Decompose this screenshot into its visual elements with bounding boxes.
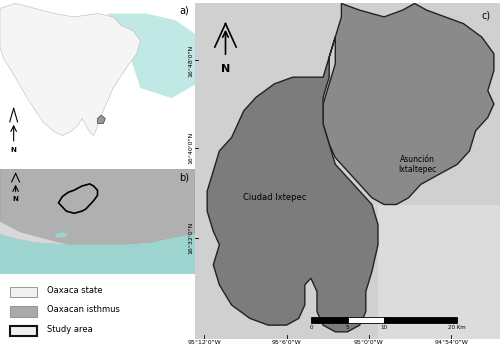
Text: 95°6'0"W: 95°6'0"W bbox=[272, 340, 302, 345]
Bar bbox=[10, 306, 37, 317]
Bar bbox=[384, 317, 458, 323]
Polygon shape bbox=[98, 115, 106, 124]
Text: a): a) bbox=[180, 5, 189, 15]
Bar bbox=[10, 287, 37, 297]
Polygon shape bbox=[0, 169, 195, 245]
Text: 20 Km: 20 Km bbox=[448, 325, 466, 330]
Text: 0: 0 bbox=[309, 325, 312, 330]
Text: 95°0'0"W: 95°0'0"W bbox=[354, 340, 384, 345]
Text: 16°48'0"N: 16°48'0"N bbox=[188, 44, 194, 76]
Text: Oaxaca state: Oaxaca state bbox=[47, 286, 102, 295]
Text: c): c) bbox=[482, 10, 491, 20]
Text: 5: 5 bbox=[346, 325, 349, 330]
Text: Asunción
Ixtaltepec: Asunción Ixtaltepec bbox=[398, 155, 437, 174]
Bar bbox=[348, 317, 384, 323]
Polygon shape bbox=[108, 14, 195, 98]
Text: 16°40'0"N: 16°40'0"N bbox=[188, 132, 194, 164]
Polygon shape bbox=[207, 37, 378, 332]
Polygon shape bbox=[0, 3, 140, 135]
Text: Study area: Study area bbox=[47, 325, 92, 334]
Text: b): b) bbox=[179, 172, 189, 183]
Text: 94°54'0"W: 94°54'0"W bbox=[434, 340, 468, 345]
Polygon shape bbox=[323, 3, 494, 205]
Polygon shape bbox=[0, 169, 68, 245]
Polygon shape bbox=[0, 234, 195, 274]
Text: Oaxacan isthmus: Oaxacan isthmus bbox=[47, 305, 120, 314]
Text: 95°12'0"W: 95°12'0"W bbox=[188, 340, 221, 345]
Text: 16°32'0"N: 16°32'0"N bbox=[188, 222, 194, 254]
Text: N: N bbox=[12, 196, 18, 202]
Text: N: N bbox=[10, 147, 16, 153]
Text: 10: 10 bbox=[380, 325, 388, 330]
Bar bbox=[378, 205, 500, 339]
Text: N: N bbox=[221, 64, 230, 74]
Polygon shape bbox=[54, 232, 68, 237]
Text: Ciudad Ixtepec: Ciudad Ixtepec bbox=[242, 193, 306, 202]
Bar bbox=[311, 317, 348, 323]
Bar bbox=[10, 326, 37, 336]
